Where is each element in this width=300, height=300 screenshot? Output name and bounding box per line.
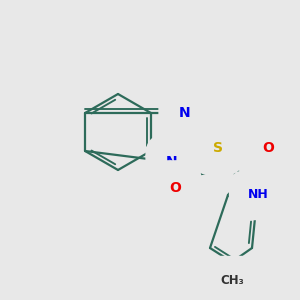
Text: NH: NH (248, 188, 268, 202)
Text: O: O (169, 181, 181, 195)
Text: S: S (213, 141, 223, 155)
Text: N: N (179, 106, 191, 120)
Text: O: O (262, 141, 274, 155)
Text: N: N (166, 155, 178, 169)
Text: CH₃: CH₃ (220, 274, 244, 286)
